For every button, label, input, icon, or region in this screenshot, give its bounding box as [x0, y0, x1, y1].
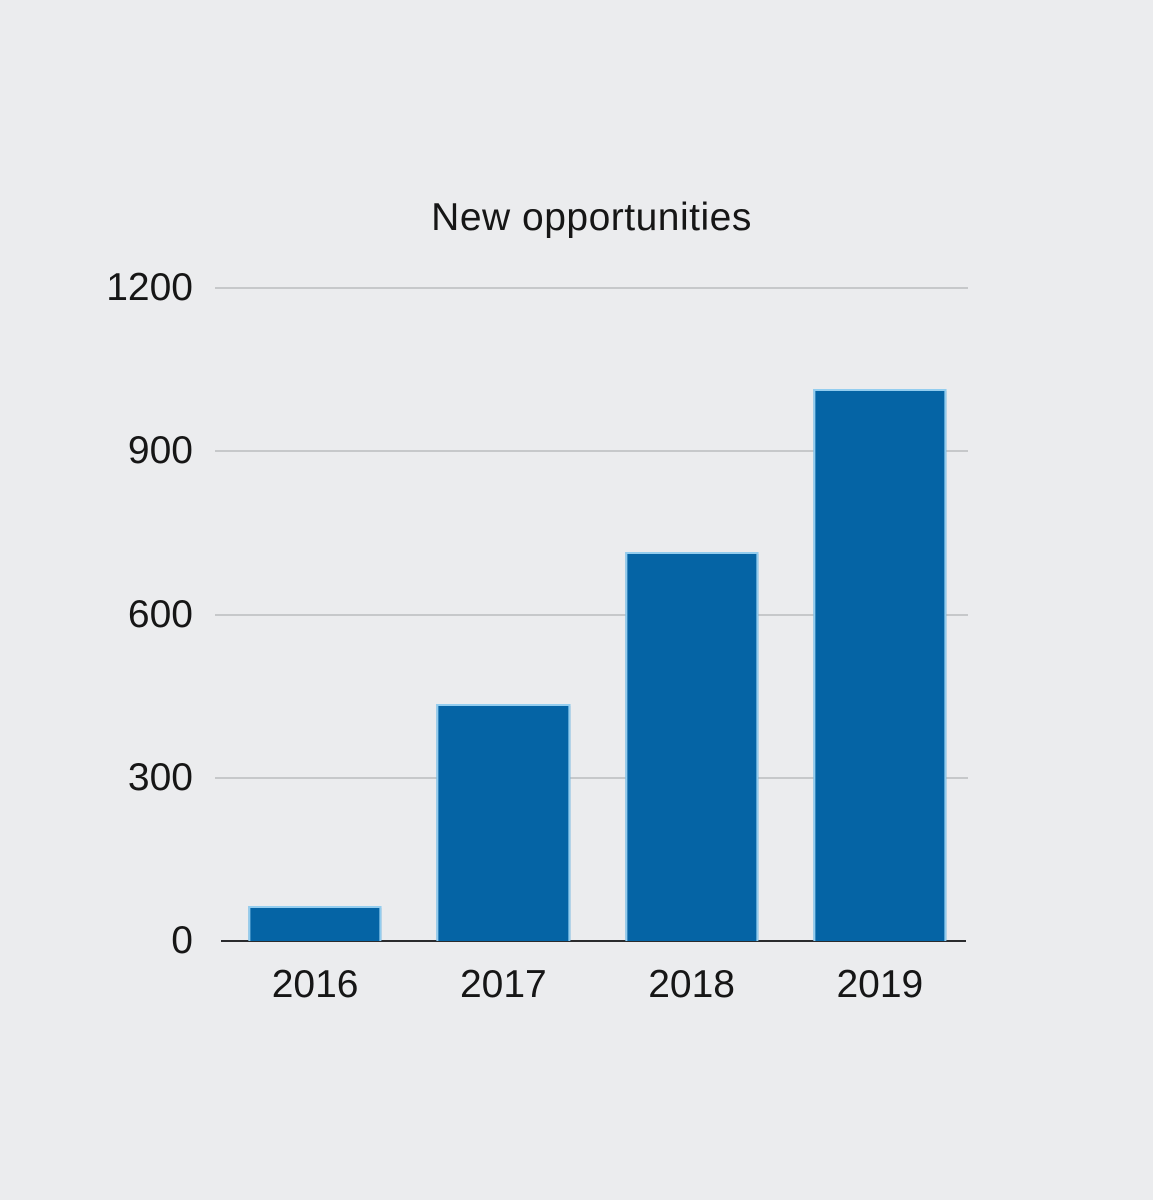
y-tick-label-600: 600 [127, 592, 193, 636]
plot-area [215, 287, 968, 942]
y-axis-tick-labels: 0 300 600 900 1200 [0, 266, 193, 962]
gridline-600 [215, 613, 968, 616]
x-axis-tick-labels: 2016 2017 2018 2019 [215, 963, 968, 1013]
chart-title: New opportunities [431, 196, 752, 239]
y-tick-label-0: 0 [171, 919, 193, 962]
x-tick-label-2019: 2019 [836, 963, 924, 1006]
bar-2017 [436, 704, 571, 941]
y-tick-label-300: 300 [127, 755, 193, 799]
bar-2016 [248, 905, 382, 941]
bar-2019 [813, 388, 947, 941]
x-tick-label-2016: 2016 [271, 963, 359, 1006]
gridline-1200 [215, 287, 968, 289]
y-tick-label-1200: 1200 [106, 266, 193, 309]
x-tick-label-2017: 2017 [459, 963, 547, 1006]
gridline-900 [215, 450, 968, 453]
bar-2018 [624, 551, 759, 941]
x-tick-label-2018: 2018 [648, 963, 736, 1006]
x-axis-line [221, 940, 966, 942]
gridline-300 [215, 776, 968, 779]
y-tick-label-900: 900 [127, 429, 193, 473]
